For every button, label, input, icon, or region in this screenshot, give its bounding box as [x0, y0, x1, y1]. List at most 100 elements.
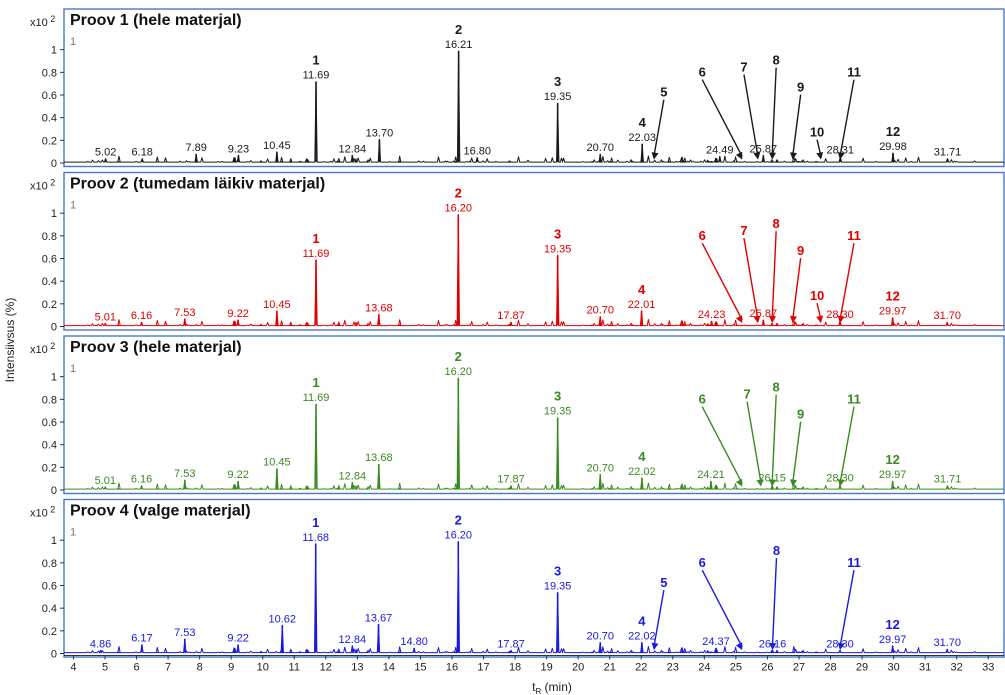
trace-index: 1: [70, 363, 76, 375]
x-tick-label: 22: [635, 662, 647, 674]
y-tick-label: 0.6: [42, 90, 57, 102]
annotation-arrow: [701, 79, 743, 157]
x-tick-label: 19: [540, 662, 552, 674]
y-tick-label: 0: [51, 322, 57, 334]
x-tick-label: 20: [572, 662, 584, 674]
x-tick-label: 5: [102, 662, 108, 674]
annotation-id: 10: [810, 288, 824, 303]
peak-label: 9.22: [227, 633, 248, 645]
x-tick-label: 9: [228, 662, 234, 674]
y-tick-label: 0.8: [42, 231, 57, 243]
y-multiplier-base: x10: [30, 344, 48, 356]
peak-label: 17.87: [497, 310, 525, 322]
peak-label: 22.01: [628, 299, 656, 311]
annotation-id: 5: [660, 85, 667, 100]
peak-id: 2: [455, 349, 462, 364]
annotation-id: 6: [699, 228, 706, 243]
x-axis-label-sub: R: [535, 687, 541, 695]
peak-label: 6.17: [131, 633, 152, 645]
y-tick-label: 1: [51, 45, 57, 57]
peak-label: 17.87: [497, 474, 525, 486]
y-tick-label: 0.4: [42, 276, 57, 288]
peak-id: 3: [554, 564, 561, 579]
peak-label: 5.01: [95, 475, 116, 487]
x-tick-label: 27: [793, 662, 805, 674]
x-tick-label: 8: [197, 662, 203, 674]
peak-id: 3: [554, 226, 561, 241]
y-tick-label: 0.8: [42, 558, 57, 570]
peak-label: 29.97: [879, 469, 907, 481]
annotation-id: 9: [797, 407, 804, 422]
x-axis-label-main: t: [532, 680, 536, 694]
x-tick-label: 31: [919, 662, 931, 674]
x-tick-label: 16: [446, 662, 458, 674]
annotation-id: 7: [740, 60, 747, 75]
peak-label: 10.45: [263, 140, 291, 152]
peak-label: 20.70: [586, 142, 614, 154]
peak-label: 29.97: [879, 634, 907, 646]
y-multiplier-exp: 2: [48, 14, 56, 24]
annotation-arrowhead: [769, 316, 776, 324]
x-tick-label: 26: [761, 662, 773, 674]
annotation-id: 9: [797, 80, 804, 95]
trace-index: 1: [70, 36, 76, 48]
x-tick-label: 6: [133, 662, 139, 674]
peak-label: 12.84: [339, 470, 367, 482]
annotation-arrow: [771, 231, 777, 321]
annotation-id: 12: [886, 124, 900, 139]
panel-title: Proov 3 (hele materjal): [70, 339, 242, 356]
y-multiplier: x10 2: [30, 505, 55, 520]
x-tick-label: 29: [856, 662, 868, 674]
peak-label: 16.20: [445, 530, 473, 542]
annotation-arrowhead: [790, 152, 797, 160]
annotation-arrow: [771, 558, 778, 648]
peak-label: 16.80: [463, 146, 491, 158]
y-tick-label: 0.6: [42, 254, 57, 266]
peak-label: 13.68: [365, 452, 393, 464]
peak-id: 2: [455, 22, 462, 37]
panel-frame: [63, 8, 1005, 168]
peak-id: 3: [554, 389, 561, 404]
annotation-arrow: [743, 74, 759, 157]
panel-frame: [63, 498, 1005, 658]
peak-label: 16.20: [445, 203, 473, 215]
annotation-id: 6: [699, 65, 706, 80]
peak-label: 28.31: [827, 144, 855, 156]
y-multiplier-base: x10: [30, 181, 48, 193]
x-tick-label: 14: [383, 662, 395, 674]
trace-index: 1: [70, 527, 76, 539]
trace-line: [64, 377, 1004, 490]
peak-label: 13.70: [366, 127, 394, 139]
peak-label: 20.70: [586, 630, 614, 642]
peak-id: 4: [638, 449, 646, 464]
annotation-arrowhead: [769, 479, 776, 487]
peak-label: 28.30: [826, 309, 854, 321]
x-tick-label: 28: [824, 662, 836, 674]
annotation-arrow: [839, 569, 855, 648]
annotation-id: 12: [885, 617, 899, 632]
x-tick-label: 18: [509, 662, 521, 674]
peak-label: 7.89: [185, 142, 206, 154]
y-tick-label: 0.8: [42, 394, 57, 406]
x-tick-label: 12: [320, 662, 332, 674]
peak-id: 2: [455, 186, 462, 201]
peak-id: 1: [312, 53, 319, 68]
peak-label: 6.16: [131, 474, 152, 486]
peak-id: 4: [638, 613, 646, 628]
annotation-id: 6: [699, 392, 706, 407]
annotation-arrowhead: [837, 315, 845, 324]
annotation-arrow: [839, 406, 855, 484]
peak-id: 3: [554, 74, 561, 89]
peak-label: 5.01: [95, 311, 116, 323]
peak-label: 13.67: [365, 612, 393, 624]
y-axis-label: Intensiivsus (%): [3, 298, 17, 383]
annotation-id: 5: [660, 575, 667, 590]
peak-label: 11.69: [303, 392, 330, 404]
annotation-arrowhead: [816, 152, 824, 160]
annotation-arrowhead: [769, 152, 776, 160]
peak-label: 10.45: [263, 299, 291, 311]
annotation-arrowhead: [837, 479, 845, 487]
x-tick-label: 23: [667, 662, 679, 674]
y-tick-label: 0.2: [42, 299, 57, 311]
annotation-id: 8: [773, 216, 780, 231]
